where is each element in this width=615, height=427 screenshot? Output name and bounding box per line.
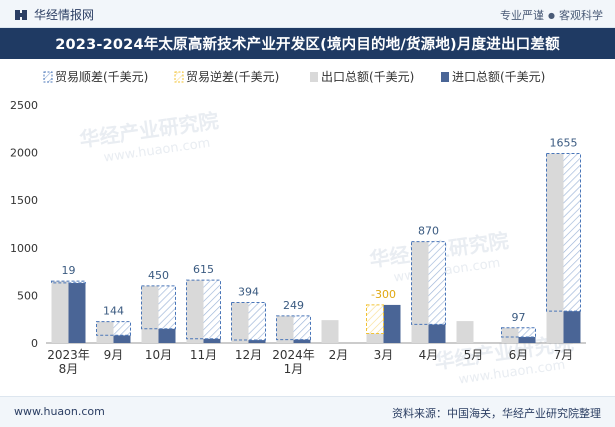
balance-label: 144 [103, 305, 124, 318]
legend-label-surplus: 贸易顺差(千美元) [55, 70, 148, 84]
footer-source: 资料来源：中国海关，华经产业研究院整理 [392, 407, 601, 420]
balance-label: -300 [371, 288, 396, 301]
export-bar [366, 333, 384, 343]
surplus-outline [501, 327, 536, 338]
x-tick-label: 2023年 [47, 348, 90, 362]
legend-swatch-surplus [43, 71, 53, 83]
top-bar: 华经情报网 专业严谨 ● 客观科学 [0, 0, 615, 28]
import-bar [248, 340, 266, 343]
x-tick-label: 10月 [145, 348, 172, 362]
surplus-outline [546, 153, 581, 312]
x-tick-label: 5月 [464, 348, 484, 362]
x-tick-label: 7月 [554, 348, 574, 362]
import-bar [518, 337, 536, 343]
surplus-bar [428, 241, 446, 325]
legend-swatch-deficit [174, 71, 184, 83]
export-bar [186, 280, 204, 343]
legend-label-export: 出口总额(千美元) [321, 70, 414, 84]
surplus-bar [158, 285, 176, 329]
brand[interactable]: 华经情报网 [14, 6, 94, 23]
balance-label: 870 [418, 225, 439, 238]
export-bar [501, 327, 519, 343]
surplus-bar [68, 281, 86, 283]
surplus-bar [248, 302, 266, 341]
surplus-bar [293, 315, 311, 340]
tagline-right: 客观科学 [559, 9, 603, 22]
balance-label: 394 [238, 286, 259, 299]
legend-swatch-import [441, 72, 449, 82]
balance-label: 19 [62, 264, 76, 277]
deficit-bar [366, 304, 384, 334]
surplus-outline [141, 285, 176, 330]
import-bar [158, 328, 176, 343]
x-tick-label: 2月 [329, 348, 349, 362]
legend-swatch-export [310, 72, 318, 82]
import-bar [293, 339, 311, 343]
export-bar [96, 321, 114, 343]
export-bar [276, 315, 294, 343]
x-tick-label: 1月 [284, 362, 304, 376]
import-bar [383, 304, 401, 343]
footer-url[interactable]: www.huaon.com [14, 405, 105, 418]
x-tick-label: 3月 [374, 348, 394, 362]
y-tick-label: 2000 [10, 147, 38, 160]
export-bar [546, 153, 564, 343]
chart-title: 2023-2024年太原高新技术产业开发区(境内目的地/货源地)月度进出口差额 [0, 28, 615, 59]
x-tick-label: 4月 [419, 348, 439, 362]
balance-label: 97 [512, 311, 526, 324]
import-bar [113, 335, 131, 343]
tagline-dot-icon: ● [548, 10, 555, 20]
surplus-outline [231, 302, 266, 341]
import-bar [203, 338, 221, 343]
huajing-logo-icon [15, 9, 27, 20]
trade-balance-chart: 华经产业研究院www.huaon.com华经产业研究院www.huaon.com… [10, 69, 586, 388]
legend-label-import: 进口总额(千美元) [452, 70, 545, 84]
surplus-outline [411, 241, 446, 325]
export-bar [231, 302, 249, 343]
surplus-bar [203, 280, 221, 339]
import-bar [563, 311, 581, 343]
export-bar [456, 321, 474, 343]
x-tick-label: 8月 [59, 362, 79, 376]
surplus-bar [518, 327, 536, 338]
export-bar [411, 241, 429, 343]
x-tick-label: 2024年 [272, 348, 315, 362]
y-tick-label: 1500 [10, 194, 38, 207]
legend-label-deficit: 贸易逆差(千美元) [186, 69, 279, 84]
balance-label: 249 [283, 299, 304, 312]
import-bar [68, 282, 86, 343]
surplus-outline [96, 321, 131, 336]
export-bar [51, 281, 69, 343]
y-tick-label: 0 [31, 337, 38, 350]
deficit-outline [366, 304, 384, 334]
footer: www.huaon.com 资料来源：中国海关，华经产业研究院整理 [0, 396, 615, 427]
y-tick-label: 500 [17, 289, 38, 302]
x-tick-label: 9月 [104, 348, 124, 362]
tagline: 专业严谨 ● 客观科学 [500, 7, 603, 23]
surplus-outline [186, 279, 221, 340]
x-tick-label: 11月 [190, 348, 217, 362]
y-tick-label: 1000 [10, 242, 38, 255]
export-bar [321, 320, 339, 343]
y-tick-label: 2500 [10, 99, 38, 112]
import-bar [428, 324, 446, 343]
surplus-outline [51, 280, 86, 284]
balance-label: 615 [193, 263, 214, 276]
x-tick-label: 12月 [235, 348, 262, 362]
surplus-bar [563, 153, 581, 312]
brand-name: 华经情报网 [34, 8, 95, 22]
surplus-bar [113, 321, 131, 336]
balance-label: 450 [148, 269, 169, 282]
export-bar [141, 285, 159, 343]
balance-label: 1655 [550, 137, 578, 150]
surplus-outline [276, 315, 311, 341]
x-tick-label: 6月 [509, 348, 529, 362]
tagline-left: 专业严谨 [500, 9, 545, 22]
